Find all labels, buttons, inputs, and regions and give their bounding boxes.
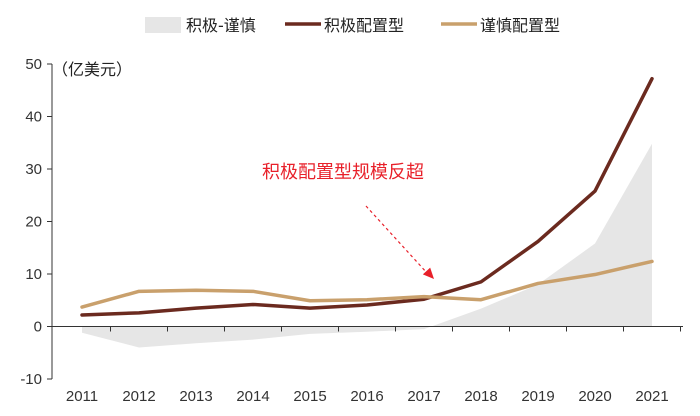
legend-swatch-area — [145, 17, 181, 33]
legend-label-area: 积极-谨慎 — [186, 16, 256, 35]
x-tick-label: 2019 — [521, 388, 554, 405]
x-tick-label: 2015 — [293, 388, 326, 405]
x-tick-label: 2011 — [66, 388, 98, 405]
x-tick-label: 2013 — [179, 388, 212, 405]
x-tick-label: 2014 — [236, 388, 269, 405]
y-tick-label: 20 — [25, 214, 42, 231]
line-series-conservative — [80, 259, 654, 309]
y-tick-label: 0 — [34, 319, 42, 336]
legend: 积极-谨慎 积极配置型 谨慎配置型 — [145, 16, 560, 35]
y-tick-label: 30 — [25, 161, 42, 178]
y-tick-label: -10 — [20, 371, 42, 388]
line-series-aggressive — [80, 76, 654, 317]
annotation-arrow-line — [365, 205, 429, 275]
legend-label-conservative: 谨慎配置型 — [480, 16, 560, 35]
x-tick-label: 2020 — [578, 388, 611, 405]
annotation-arrow-head — [422, 267, 434, 280]
annotation-text: 积极配置型规模反超 — [262, 162, 424, 183]
x-tick-label: 2012 — [122, 388, 155, 405]
plot-area: -10 0 10 20 30 40 50 2011 2012 2013 2014 2015 2016 20… — [20, 56, 683, 405]
x-tick-label: 2016 — [350, 388, 383, 405]
x-tick-label: 2018 — [464, 388, 497, 405]
area-series-diff — [82, 143, 652, 348]
x-tick-label: 2021 — [635, 388, 668, 405]
y-tick-label: 10 — [25, 266, 42, 283]
x-tick-label: 2017 — [407, 388, 440, 405]
unit-label: （亿美元） — [52, 60, 132, 79]
y-tick-label: 50 — [25, 56, 42, 73]
legend-label-aggressive: 积极配置型 — [324, 16, 404, 35]
y-tick-label: 40 — [25, 109, 42, 126]
